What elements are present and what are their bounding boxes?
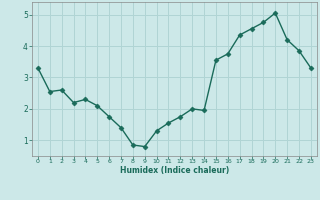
- X-axis label: Humidex (Indice chaleur): Humidex (Indice chaleur): [120, 166, 229, 175]
